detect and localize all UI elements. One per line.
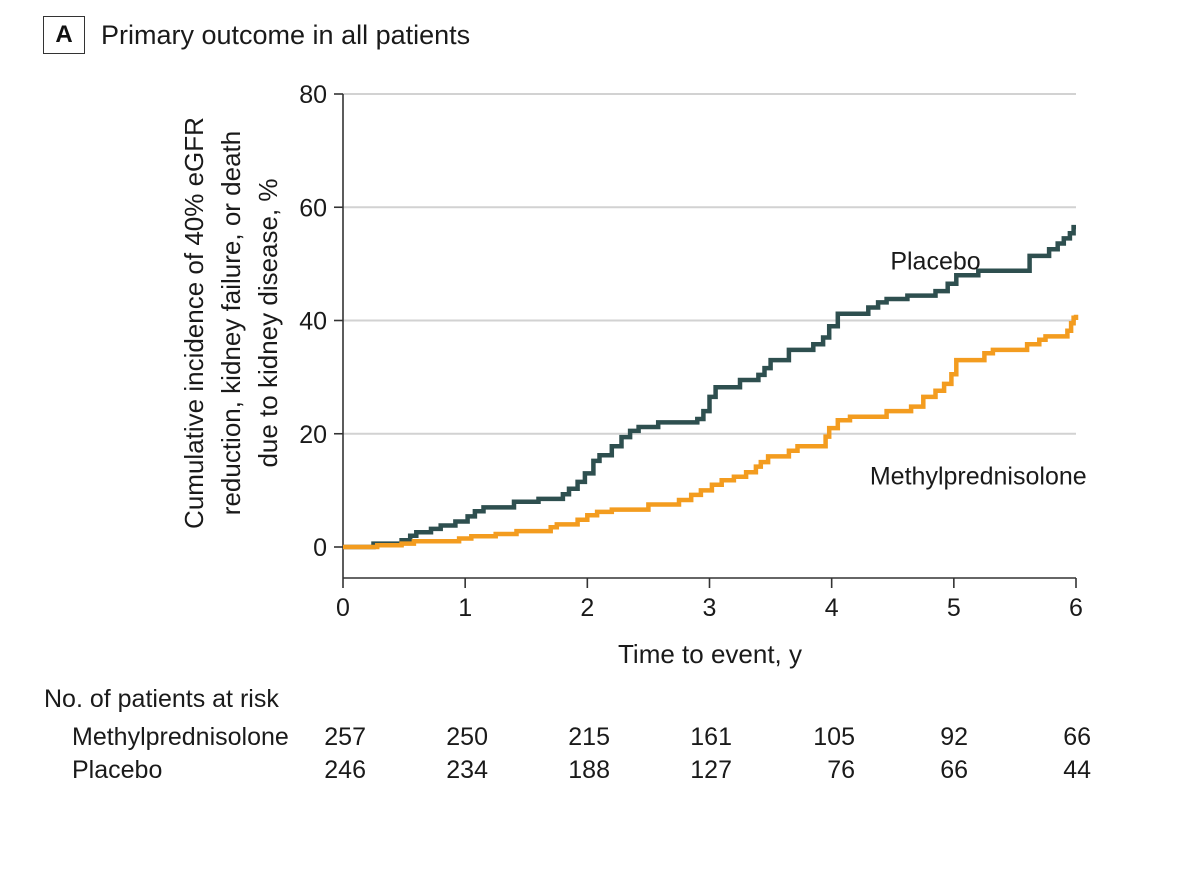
x-tick-label: 3	[703, 594, 717, 622]
x-axis-title: Time to event, y	[618, 639, 802, 669]
y-tick-label: 40	[299, 308, 327, 336]
y-tick-label: 80	[299, 81, 327, 109]
chart: 0 20 40 60 80 0 1 2 3 4 5 6 Placebo Methylprednisolo…	[179, 81, 1087, 669]
x-tick-label: 5	[947, 594, 961, 622]
risk-value: 127	[690, 756, 732, 784]
risk-row-placebo: Placebo 246 234 188 127 76 66 44	[0, 756, 1197, 788]
x-tick-label: 0	[336, 594, 350, 622]
x-tick-label: 6	[1069, 594, 1083, 622]
x-tick-label: 1	[458, 594, 472, 622]
risk-table-title: No. of patients at risk	[44, 685, 279, 713]
y-tick-label: 20	[299, 421, 327, 449]
panel-letter: A	[43, 16, 85, 54]
series-lines	[343, 224, 1079, 550]
panel-header: A Primary outcome in all patients	[43, 14, 470, 56]
y-axis-title: Cumulative incidence of 40% eGFR reducti…	[179, 117, 283, 529]
risk-value: 66	[1063, 723, 1091, 751]
x-tick-label: 2	[580, 594, 594, 622]
series-labels: Placebo Methylprednisolone	[870, 248, 1087, 491]
risk-value: 66	[940, 756, 968, 784]
risk-row-methylprednisolone: Methylprednisolone 257 250 215 161 105 9…	[0, 723, 1197, 755]
risk-value: 161	[690, 723, 732, 751]
risk-value: 234	[446, 756, 488, 784]
series-label-methylprednisolone: Methylprednisolone	[870, 463, 1087, 491]
risk-value: 76	[827, 756, 855, 784]
y-tick-label: 60	[299, 194, 327, 222]
risk-row-label: Placebo	[72, 756, 163, 784]
y-axis-title-line-3: due to kidney disease, %	[253, 178, 283, 467]
risk-value: 105	[813, 723, 855, 751]
risk-row-label: Methylprednisolone	[72, 723, 289, 751]
risk-value: 257	[324, 723, 366, 751]
risk-value: 250	[446, 723, 488, 751]
y-axis-title-line-2: reduction, kidney failure, or death	[216, 131, 246, 515]
axes: 0 20 40 60 80 0 1 2 3 4 5 6	[299, 81, 1083, 622]
series-line-placebo	[343, 224, 1076, 550]
risk-value: 246	[324, 756, 366, 784]
risk-value: 92	[940, 723, 968, 751]
risk-value: 188	[568, 756, 610, 784]
risk-value: 215	[568, 723, 610, 751]
panel-title: Primary outcome in all patients	[101, 19, 471, 50]
series-line-methylprednisolone	[343, 314, 1079, 550]
x-tick-label: 4	[825, 594, 839, 622]
y-tick-label: 0	[313, 534, 327, 562]
gridlines	[343, 93, 1076, 435]
y-axis-title-line-1: Cumulative incidence of 40% eGFR	[179, 117, 209, 529]
risk-value: 44	[1063, 756, 1091, 784]
series-label-placebo: Placebo	[890, 248, 980, 276]
